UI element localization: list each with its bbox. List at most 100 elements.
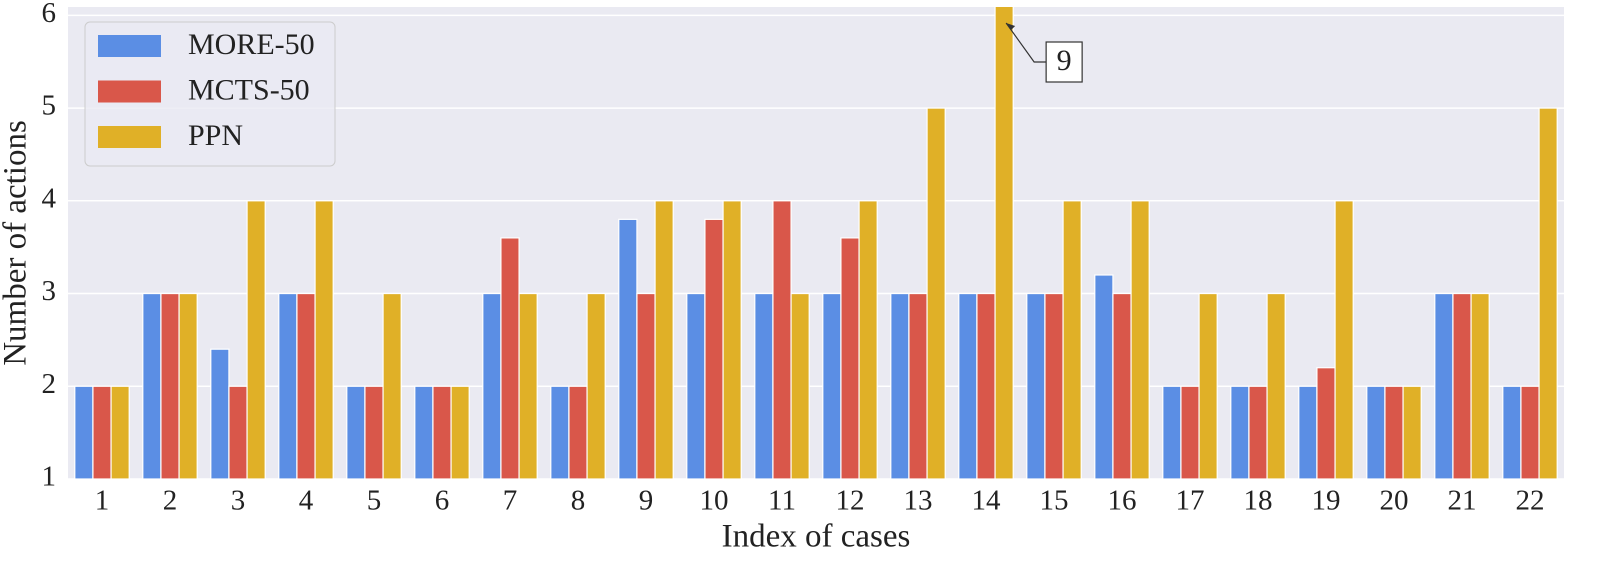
bar xyxy=(568,385,588,479)
x-tick-label: 12 xyxy=(836,485,865,517)
bar xyxy=(1044,292,1064,479)
y-tick-label: 2 xyxy=(42,368,57,400)
legend-label: MCTS-50 xyxy=(188,73,310,106)
bar xyxy=(754,292,774,479)
bar xyxy=(926,107,946,479)
y-tick-label: 3 xyxy=(42,275,57,307)
bar xyxy=(1248,385,1268,479)
bar xyxy=(142,292,162,479)
bar xyxy=(1452,292,1472,479)
bar xyxy=(586,292,606,479)
bar xyxy=(890,292,910,479)
legend-swatch xyxy=(98,126,161,148)
bar xyxy=(1180,385,1200,479)
bar xyxy=(704,218,724,479)
y-axis-label: Number of actions xyxy=(0,120,34,366)
bar xyxy=(246,200,266,479)
bar xyxy=(1334,200,1354,479)
x-tick-label: 16 xyxy=(1108,485,1137,517)
bar xyxy=(1230,385,1250,479)
x-tick-label: 18 xyxy=(1244,485,1273,517)
bar xyxy=(840,237,860,479)
bar xyxy=(822,292,842,479)
x-tick-label: 9 xyxy=(639,485,654,517)
bar xyxy=(500,237,520,479)
bar xyxy=(482,292,502,479)
bar xyxy=(1434,292,1454,479)
bar xyxy=(178,292,198,479)
bar xyxy=(92,385,112,479)
x-tick-label: 6 xyxy=(435,485,450,517)
bar xyxy=(790,292,810,479)
bar xyxy=(1112,292,1132,479)
bar xyxy=(618,218,638,479)
bar xyxy=(636,292,656,479)
bar xyxy=(1094,274,1114,479)
x-tick-label: 8 xyxy=(571,485,586,517)
y-tick-label: 4 xyxy=(42,182,57,214)
bar xyxy=(346,385,366,479)
bar xyxy=(1520,385,1540,479)
x-tick-label: 15 xyxy=(1040,485,1069,517)
bar xyxy=(364,385,384,479)
bar xyxy=(518,292,538,479)
y-tick-label: 1 xyxy=(42,461,57,493)
annotation-box xyxy=(1045,41,1083,83)
bar xyxy=(1538,107,1558,479)
bars xyxy=(74,7,1558,479)
annotation-arrowhead xyxy=(1006,23,1016,30)
x-tick-label: 22 xyxy=(1516,485,1545,517)
legend-swatch xyxy=(98,35,161,57)
legend-label: PPN xyxy=(188,119,243,152)
x-tick-label: 7 xyxy=(503,485,518,517)
x-axis-label: Index of cases xyxy=(722,519,911,555)
bar xyxy=(1316,367,1336,479)
legend-swatch xyxy=(98,80,161,103)
x-tick-label: 21 xyxy=(1448,485,1477,517)
x-tick-label: 3 xyxy=(231,485,246,517)
bar xyxy=(1062,200,1082,479)
legend-label: MORE-50 xyxy=(188,28,315,61)
bar xyxy=(858,200,878,479)
bar xyxy=(1298,385,1318,479)
bar xyxy=(228,385,248,479)
x-tick-label: 5 xyxy=(367,485,382,517)
bar xyxy=(432,385,452,479)
bar xyxy=(1162,385,1182,479)
bar xyxy=(382,292,402,479)
bar xyxy=(976,292,996,479)
bar xyxy=(686,292,706,479)
x-tick-label: 4 xyxy=(299,485,314,517)
x-tick-label: 14 xyxy=(972,485,1002,517)
bar xyxy=(1366,385,1386,479)
bar xyxy=(722,200,742,479)
bar xyxy=(1502,385,1522,479)
bar xyxy=(1402,385,1422,479)
x-tick-label: 2 xyxy=(163,485,178,517)
bar xyxy=(414,385,434,479)
bar xyxy=(1384,385,1404,479)
x-tick-label: 1 xyxy=(95,485,110,517)
bar xyxy=(1470,292,1490,479)
annotation: 9 xyxy=(1057,44,1072,77)
bar xyxy=(654,200,674,479)
bar xyxy=(278,292,298,479)
x-tick-label: 19 xyxy=(1312,485,1341,517)
bar xyxy=(314,200,334,479)
y-tick-label: 5 xyxy=(42,90,57,122)
x-tick-label: 11 xyxy=(768,485,796,517)
bar xyxy=(908,292,928,479)
bar xyxy=(450,385,470,479)
bar xyxy=(994,7,1014,479)
bar xyxy=(1266,292,1286,479)
bar xyxy=(1130,200,1150,479)
x-tick-label: 13 xyxy=(904,485,933,517)
y-tick-label: 6 xyxy=(42,0,57,29)
x-tick-label: 17 xyxy=(1176,485,1205,517)
bar xyxy=(296,292,316,479)
bar xyxy=(160,292,180,479)
bar xyxy=(550,385,570,479)
bar xyxy=(110,385,130,479)
